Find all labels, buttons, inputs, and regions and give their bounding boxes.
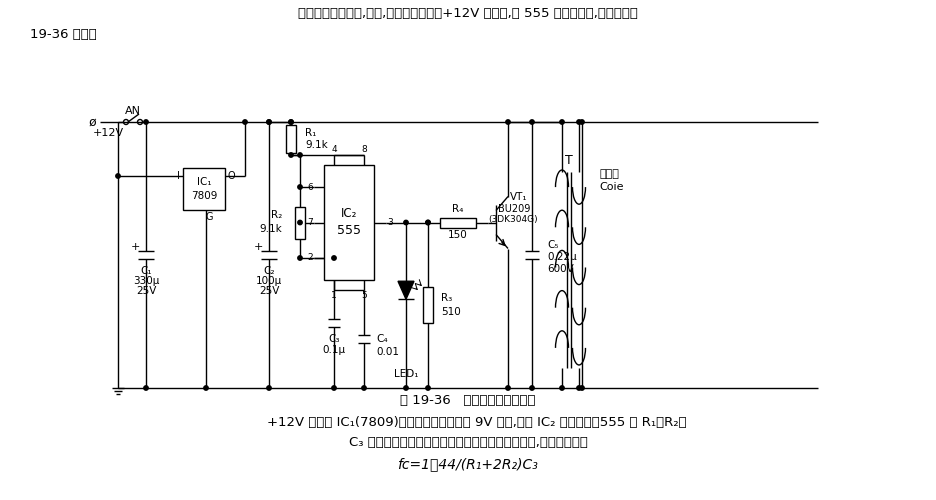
Text: BU209: BU209	[498, 204, 531, 214]
Text: 6: 6	[307, 182, 313, 192]
Text: 9.1k: 9.1k	[259, 224, 282, 234]
Text: 5: 5	[361, 291, 367, 300]
Text: LED₁: LED₁	[394, 369, 418, 379]
Circle shape	[530, 120, 534, 124]
Circle shape	[505, 120, 510, 124]
Text: C₂: C₂	[263, 266, 275, 276]
Text: 150: 150	[448, 230, 468, 240]
Text: T: T	[565, 154, 573, 166]
Text: 9.1k: 9.1k	[305, 140, 328, 150]
Circle shape	[298, 185, 302, 189]
Text: R₄: R₄	[452, 204, 463, 214]
Text: 4: 4	[331, 145, 337, 154]
Circle shape	[289, 120, 293, 124]
Text: 1: 1	[331, 291, 337, 300]
Bar	[440, 218, 476, 228]
Circle shape	[505, 386, 510, 390]
Text: ø: ø	[88, 116, 96, 128]
Text: IC₁: IC₁	[197, 177, 212, 187]
Text: 0.1μ: 0.1μ	[322, 345, 345, 355]
Text: 100μ: 100μ	[256, 276, 282, 286]
Text: 点火器: 点火器	[599, 169, 619, 179]
Text: +12V: +12V	[93, 128, 124, 138]
Text: 本点火器电路简单,实用,它利用汽车上的+12V 电压源,以 555 为核心组成,其电路如图: 本点火器电路简单,实用,它利用汽车上的+12V 电压源,以 555 为核心组成,…	[298, 7, 638, 20]
Text: 7809: 7809	[191, 191, 217, 201]
Circle shape	[579, 120, 584, 124]
Text: R₃: R₃	[441, 293, 452, 303]
Circle shape	[298, 220, 302, 224]
Text: +12V 电压经 IC₁(7809)三端稳压器稳压输出 9V 电压,作为 IC₂ 的供电源。555 和 R₁、R₂、: +12V 电压经 IC₁(7809)三端稳压器稳压输出 9V 电压,作为 IC₂…	[250, 416, 686, 428]
Circle shape	[331, 386, 336, 390]
Circle shape	[579, 386, 584, 390]
Text: AN: AN	[125, 106, 141, 116]
Circle shape	[116, 174, 120, 178]
Bar	[295, 206, 305, 238]
Text: G: G	[205, 212, 212, 222]
Text: 7: 7	[307, 218, 313, 227]
Bar	[286, 124, 296, 152]
Text: C₅: C₅	[547, 240, 559, 250]
Text: O: O	[228, 171, 236, 181]
Text: 510: 510	[441, 307, 461, 318]
Circle shape	[426, 220, 431, 224]
Text: Coie: Coie	[599, 182, 623, 192]
Circle shape	[426, 220, 431, 224]
Bar	[183, 168, 225, 210]
Text: R₂: R₂	[271, 210, 282, 220]
Text: 19-36 所示。: 19-36 所示。	[30, 28, 96, 41]
Text: 25V: 25V	[136, 286, 156, 296]
Circle shape	[331, 256, 336, 260]
Circle shape	[560, 386, 564, 390]
Text: 600V: 600V	[547, 264, 574, 274]
Bar	[324, 165, 374, 280]
Text: R₁: R₁	[305, 128, 316, 138]
Circle shape	[144, 386, 148, 390]
Text: C₄: C₄	[376, 334, 388, 344]
Text: C₃ 等组成一个无稳态多谐振荡器。一旦得电便起振,其振荡频率为: C₃ 等组成一个无稳态多谐振荡器。一旦得电便起振,其振荡频率为	[348, 436, 588, 448]
Text: C₁: C₁	[140, 266, 152, 276]
Circle shape	[298, 153, 302, 157]
Text: 图 19-36   汽车电子点火器电路: 图 19-36 汽车电子点火器电路	[401, 394, 535, 406]
Circle shape	[577, 120, 581, 124]
Text: 8: 8	[361, 145, 367, 154]
Circle shape	[362, 386, 366, 390]
Circle shape	[289, 153, 293, 157]
Circle shape	[403, 220, 408, 224]
Circle shape	[204, 386, 208, 390]
Bar	[423, 287, 433, 324]
Text: C₃: C₃	[329, 334, 340, 344]
Text: 0.22μ: 0.22μ	[547, 252, 577, 262]
Circle shape	[530, 386, 534, 390]
Circle shape	[426, 386, 431, 390]
Text: 0.01: 0.01	[376, 347, 399, 357]
Circle shape	[267, 386, 271, 390]
Text: (3DK304G): (3DK304G)	[488, 215, 537, 224]
Text: +: +	[130, 242, 139, 252]
Text: 3: 3	[387, 218, 393, 227]
Circle shape	[577, 386, 581, 390]
Text: +: +	[254, 242, 263, 252]
Circle shape	[267, 120, 271, 124]
Text: VT₁: VT₁	[510, 192, 528, 202]
Text: fᴄ=1．44/(R₁+2R₂)C₃: fᴄ=1．44/(R₁+2R₂)C₃	[398, 457, 538, 471]
Circle shape	[403, 386, 408, 390]
Circle shape	[242, 120, 247, 124]
Text: 2: 2	[307, 254, 313, 262]
Polygon shape	[398, 281, 414, 299]
Circle shape	[267, 120, 271, 124]
Text: 555: 555	[337, 224, 361, 237]
Text: I: I	[177, 171, 180, 181]
Circle shape	[289, 120, 293, 124]
Text: IC₂: IC₂	[341, 207, 358, 220]
Circle shape	[560, 120, 564, 124]
Circle shape	[298, 256, 302, 260]
Text: 25V: 25V	[259, 286, 279, 296]
Text: 330μ: 330μ	[133, 276, 159, 286]
Circle shape	[144, 120, 148, 124]
